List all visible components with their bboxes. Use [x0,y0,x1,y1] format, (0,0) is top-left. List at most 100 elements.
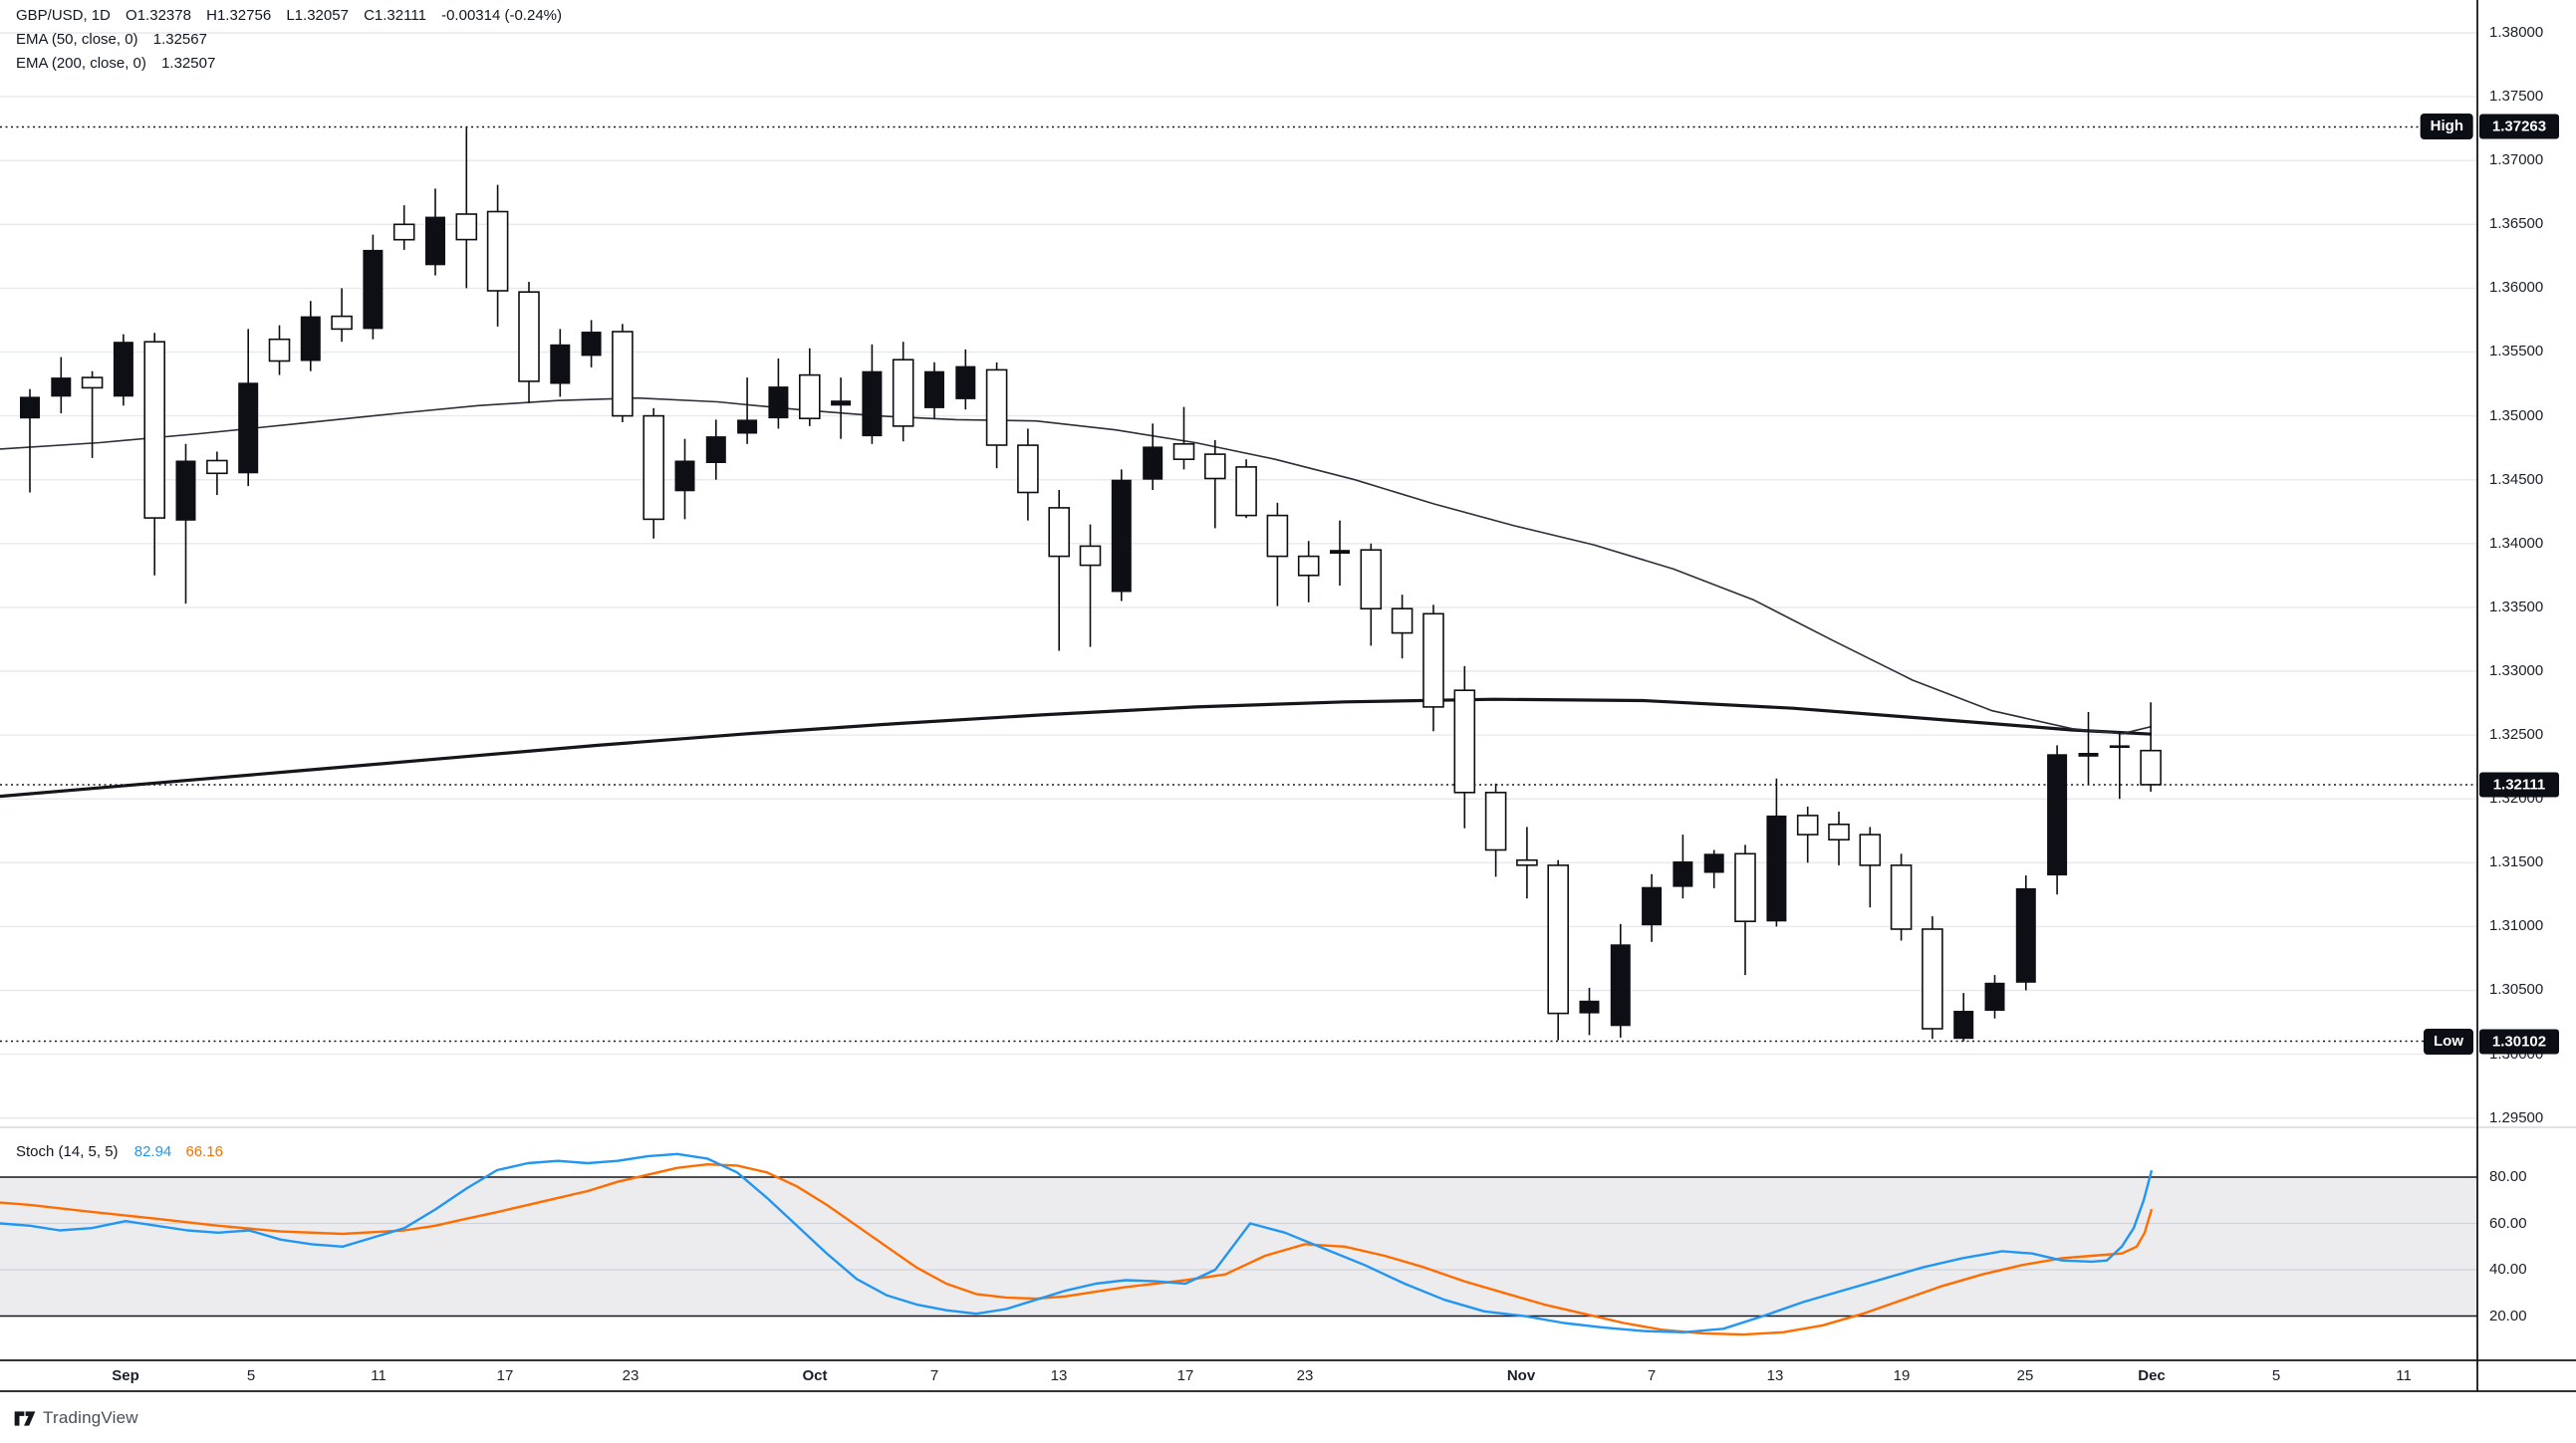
candle [238,329,259,487]
symbol-name: GBP/USD [16,7,84,24]
price-axis-label: 1.34000 [2489,535,2544,552]
ema200-line [0,697,2153,799]
candle [455,126,478,289]
candle [425,188,445,276]
price-gridlines [0,32,2477,1119]
price-axis-label: 1.31000 [2489,917,2544,934]
high-value: H1.32756 [206,7,272,24]
candle [1922,916,1943,1040]
high-badge-label: High [2420,114,2473,139]
candle [924,361,944,419]
time-axis-label: 11 [2396,1367,2412,1384]
price-axis-label: 1.36500 [2489,215,2544,232]
candle [831,377,852,439]
candle [1484,783,1507,877]
candle [1079,524,1102,647]
candle [143,333,165,576]
candle [363,234,384,340]
price-axis-label: 1.30500 [2489,981,2544,998]
ema50-line [0,396,2153,735]
time-axis-label: Nov [1506,1367,1536,1384]
candle [1703,849,1724,888]
time-axis-label: 5 [2271,1367,2281,1384]
tradingview-watermark[interactable]: TradingView [14,1408,138,1428]
candle [2140,702,2162,792]
candle [1017,428,1039,521]
candle [1766,778,1787,927]
candle [1453,665,1476,829]
time-axis-label: 13 [1050,1367,1068,1384]
low-badge-label: Low [2424,1029,2473,1055]
symbol-legend-row[interactable]: GBP/USD, 1D O1.32378 H1.32756 L1.32057 C1… [16,4,562,28]
candle [550,329,571,397]
candle [300,301,321,371]
price-axis-label: 1.38000 [2489,24,2544,41]
price-axis-label: 1.33000 [2489,662,2544,679]
candle [1828,812,1850,865]
candle [1360,543,1383,646]
candle [2078,712,2099,786]
time-axis-label: 25 [2016,1367,2034,1384]
time-axis-label: 7 [929,1367,939,1384]
chart-legend: GBP/USD, 1D O1.32378 H1.32756 L1.32057 C1… [16,4,562,76]
candle [2047,745,2068,895]
stoch-band [0,1176,2477,1318]
time-axis-label: 17 [1176,1367,1194,1384]
candle [862,344,883,444]
legend-separator: , [83,7,88,24]
candle [206,451,228,496]
price-axis-label: 1.35000 [2489,407,2544,424]
stoch-axis-label: 40.00 [2489,1261,2527,1278]
candle [955,349,976,410]
candle [737,377,758,444]
candle [1859,827,1882,908]
candle [1235,459,1257,519]
candle [331,288,353,343]
candle [113,334,133,406]
candle [768,358,789,429]
candle [1111,469,1132,601]
candle [1516,827,1538,899]
candle [643,407,665,539]
candle [1734,844,1756,976]
candle [1579,987,1600,1036]
timeframe-label[interactable]: 1D [91,7,111,24]
candle [1422,604,1444,732]
candle [985,361,1008,469]
time-axis-label: 13 [1766,1367,1784,1384]
price-axis-label: 1.36000 [2489,279,2544,296]
candlestick-series[interactable] [20,126,2162,1042]
tradingview-brand-text: TradingView [43,1408,138,1427]
candle [268,325,291,375]
chart-frame [0,0,2576,1392]
stoch-d-value: 66.16 [185,1143,223,1160]
ema200-legend-row[interactable]: EMA (200, close, 0) 1.32507 [16,52,562,76]
candle [1890,853,1913,941]
ema50-legend-row[interactable]: EMA (50, close, 0) 1.32567 [16,28,562,52]
low-badge-value: 1.30102 [2479,1029,2559,1055]
time-axis-label: Dec [2138,1367,2166,1384]
high-badge-value: 1.37263 [2479,114,2559,139]
candle [1330,520,1350,587]
candle [1642,873,1663,942]
stoch-axis-label: 20.00 [2489,1308,2527,1324]
stoch-legend-row[interactable]: Stoch (14, 5, 5) 82.94 66.16 [16,1141,223,1163]
close-value: C1.32111 [364,7,426,24]
candle [1143,423,1163,490]
candle [581,320,602,367]
ema200-value: 1.32507 [161,55,216,72]
candle [392,205,415,250]
price-axis-label: 1.32500 [2489,726,2544,743]
candle [1796,806,1819,863]
candle [705,419,726,480]
stoch-d-line [0,1163,2154,1336]
ema200-label: EMA (200, close, 0) [16,55,146,72]
candle [175,443,196,604]
stoch-k-value: 82.94 [133,1143,172,1160]
tradingview-logo-icon [14,1409,36,1428]
time-axis-label: 23 [622,1367,640,1384]
candle [518,282,540,403]
time-axis-label: 17 [496,1367,514,1384]
